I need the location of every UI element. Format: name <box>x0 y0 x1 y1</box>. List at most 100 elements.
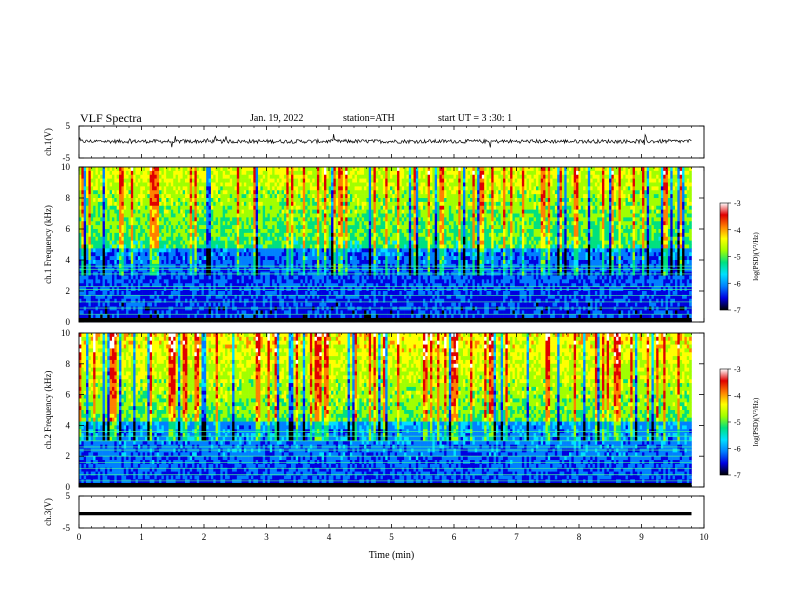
spectrogram-cell <box>156 244 160 249</box>
spectrogram-cell <box>253 306 256 311</box>
spectrogram-cell <box>328 225 332 230</box>
spectrogram-cell <box>163 178 167 183</box>
spectrogram-cell <box>135 174 139 179</box>
spectrogram-cell <box>104 248 108 253</box>
spectrogram-cell <box>236 194 240 199</box>
spectrogram-cell <box>260 209 264 214</box>
spectrogram-cell <box>182 221 186 226</box>
spectrogram-cell <box>338 298 341 303</box>
spectrogram-cell <box>269 205 273 210</box>
spectrogram-cell <box>135 213 139 218</box>
spectrogram-cell <box>123 167 127 172</box>
spectrogram-cell <box>217 217 221 222</box>
spectrogram-cell <box>206 225 209 230</box>
spectrogram-cell <box>229 167 233 172</box>
spectrogram-cell <box>173 302 176 307</box>
spectrogram-cell <box>345 260 348 265</box>
spectrogram-cell <box>159 248 162 253</box>
spectrogram-cell <box>128 182 132 187</box>
spectrogram-cell <box>241 229 245 234</box>
spectrogram-cell <box>276 167 280 172</box>
spectrogram-cell <box>265 306 268 311</box>
spectrogram-cell <box>321 248 325 253</box>
spectrogram-cell <box>319 291 322 296</box>
spectrogram-cell <box>182 182 186 187</box>
spectrogram-cell <box>335 186 339 191</box>
spectrogram-cell <box>260 294 264 300</box>
spectrogram-cell <box>97 178 101 183</box>
spectrogram-cell <box>208 306 212 311</box>
spectrogram-cell <box>241 260 245 265</box>
spectrogram-cell <box>243 194 247 199</box>
spectrogram-cell <box>328 314 332 319</box>
spectrogram-cell <box>225 198 228 203</box>
spectrogram-cell <box>361 229 365 234</box>
spectrogram-cell <box>239 260 242 265</box>
spectrogram-cell <box>130 182 134 187</box>
spectrogram-cell <box>175 213 179 218</box>
spectrogram-cell <box>234 279 238 284</box>
spectrogram-cell <box>241 194 245 199</box>
spectrogram-cell <box>123 213 127 218</box>
spectrogram-cell <box>225 275 228 280</box>
spectrogram-cell <box>156 221 160 226</box>
spectrogram-cell <box>258 240 261 245</box>
spectrogram-cell <box>107 217 110 222</box>
spectrogram-cell <box>354 291 358 296</box>
spectrogram-cell <box>93 283 96 288</box>
spectrogram-cell <box>342 260 346 265</box>
spectrogram-cell <box>152 267 155 272</box>
spectrogram-cell <box>354 198 358 203</box>
spectrogram-cell <box>126 260 129 265</box>
spectrogram-cell <box>159 190 162 195</box>
spectrogram-cell <box>192 298 195 303</box>
spectrogram-cell <box>123 248 127 253</box>
spectrogram-cell <box>239 201 242 207</box>
spectrogram-cell <box>81 240 85 245</box>
spectrogram-cell <box>130 186 134 191</box>
spectrogram-cell <box>234 248 238 253</box>
spectrogram-cell <box>309 182 313 187</box>
spectrogram-cell <box>265 256 268 261</box>
spectrogram-cell <box>133 279 136 284</box>
spectrogram-cell <box>210 190 214 195</box>
spectrogram-cell <box>236 229 240 234</box>
spectrogram-cell <box>201 275 205 280</box>
spectrogram-cell <box>364 240 367 245</box>
spectrogram-cell <box>286 244 289 249</box>
spectrogram-cell <box>236 275 240 280</box>
spectrogram-cell <box>210 275 214 280</box>
spectrogram-cell <box>331 240 334 245</box>
spectrogram-cell <box>331 314 334 319</box>
spectrogram-cell <box>88 209 92 214</box>
spectrogram-cell <box>338 201 341 207</box>
spectrogram-cell <box>324 170 327 176</box>
spectrogram-cell <box>196 182 200 187</box>
spectrogram-cell <box>159 267 162 272</box>
spectrogram-cell <box>359 201 362 207</box>
spectrogram-cell <box>133 260 136 265</box>
spectrogram-cell <box>215 170 219 176</box>
spectrogram-cell <box>283 186 287 191</box>
spectrogram-cell <box>239 225 242 230</box>
spectrogram-cell <box>331 182 334 187</box>
spectrogram-cell <box>305 194 308 199</box>
spectrogram-cell <box>286 302 289 307</box>
spectrogram-cell <box>100 260 103 265</box>
spectrogram-cell <box>342 209 346 214</box>
spectrogram-cell <box>79 260 82 265</box>
spectrogram-cell <box>281 275 285 280</box>
spectrogram-cell <box>116 260 120 265</box>
station-label: station=ATH <box>343 113 395 124</box>
spectrogram-cell <box>300 186 304 191</box>
spectrogram-cell <box>104 232 108 238</box>
spectrogram-cell <box>215 174 219 179</box>
spectrogram-cell <box>324 186 327 191</box>
spectrogram-cell <box>161 298 165 303</box>
spectrogram-cell <box>324 240 327 245</box>
spectrogram-cell <box>333 229 337 234</box>
spectrogram-cell <box>161 260 165 265</box>
spectrogram-cell <box>116 167 120 172</box>
spectrogram-cell <box>333 194 337 199</box>
